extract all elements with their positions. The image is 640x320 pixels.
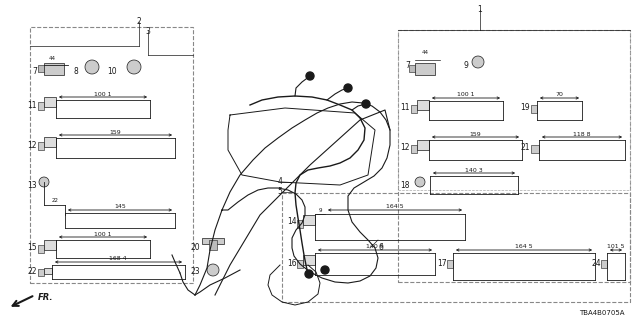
Bar: [417, 100, 429, 110]
Bar: [303, 255, 315, 265]
Bar: [38, 65, 44, 72]
Bar: [411, 145, 417, 153]
Text: 44: 44: [422, 51, 429, 55]
Text: 159: 159: [469, 132, 481, 137]
Text: 7: 7: [405, 60, 410, 69]
Text: 9: 9: [318, 209, 322, 213]
Text: 24: 24: [591, 259, 601, 268]
Text: 12: 12: [28, 140, 37, 149]
Text: 140 9: 140 9: [366, 244, 384, 250]
Bar: [297, 260, 303, 268]
Text: 118 8: 118 8: [573, 132, 591, 137]
Text: 3: 3: [145, 27, 150, 36]
Circle shape: [207, 264, 219, 276]
Text: 10: 10: [108, 67, 117, 76]
Circle shape: [415, 177, 425, 187]
Text: 22: 22: [28, 268, 37, 276]
Bar: [38, 269, 44, 276]
Text: 16: 16: [287, 259, 297, 268]
Text: 23: 23: [190, 268, 200, 276]
Text: 7: 7: [32, 67, 37, 76]
Text: 100 1: 100 1: [457, 92, 475, 97]
Text: 11: 11: [28, 100, 37, 109]
Text: 4: 4: [277, 178, 282, 187]
Bar: [398, 30, 630, 190]
Text: 70: 70: [555, 92, 563, 97]
Bar: [44, 268, 52, 274]
Text: 17: 17: [437, 259, 447, 268]
Text: 15: 15: [28, 244, 37, 252]
Bar: [411, 105, 417, 113]
Text: 14: 14: [287, 218, 297, 227]
Text: 13: 13: [28, 180, 37, 189]
Text: 100 1: 100 1: [94, 231, 112, 236]
Circle shape: [306, 72, 314, 80]
Text: 164 5: 164 5: [386, 204, 404, 209]
Text: 159: 159: [109, 130, 121, 134]
Text: 168 4: 168 4: [109, 257, 127, 261]
Bar: [415, 63, 435, 75]
Text: 8: 8: [73, 67, 78, 76]
Bar: [209, 240, 217, 250]
Bar: [297, 220, 303, 228]
Text: 100 1: 100 1: [94, 92, 112, 97]
Text: 140 3: 140 3: [465, 167, 483, 172]
Text: 11: 11: [401, 103, 410, 113]
Bar: [38, 245, 44, 253]
Bar: [601, 260, 607, 268]
Text: 44: 44: [49, 55, 56, 60]
Bar: [44, 240, 56, 250]
Circle shape: [344, 84, 352, 92]
Text: 101 5: 101 5: [607, 244, 625, 250]
Text: 9: 9: [463, 60, 468, 69]
Bar: [38, 142, 44, 150]
Text: 145: 145: [114, 204, 126, 210]
Bar: [30, 27, 193, 283]
Circle shape: [305, 270, 313, 278]
Text: 5: 5: [277, 188, 282, 196]
Text: 20: 20: [190, 244, 200, 252]
Circle shape: [85, 60, 99, 74]
Circle shape: [472, 56, 484, 68]
Bar: [447, 260, 453, 268]
Text: 1: 1: [477, 5, 483, 14]
Bar: [531, 145, 539, 153]
Text: 164 5: 164 5: [515, 244, 533, 250]
Text: 22: 22: [51, 197, 58, 203]
Bar: [531, 105, 537, 113]
Bar: [44, 137, 56, 147]
Circle shape: [362, 100, 370, 108]
Text: 12: 12: [401, 143, 410, 153]
Bar: [417, 140, 429, 150]
Bar: [44, 63, 64, 75]
Bar: [282, 193, 630, 302]
Text: FR.: FR.: [38, 293, 54, 302]
Text: 18: 18: [401, 180, 410, 189]
Text: 21: 21: [520, 143, 530, 153]
Bar: [409, 65, 415, 72]
Bar: [44, 97, 56, 107]
Bar: [303, 215, 315, 225]
Text: TBA4B0705A: TBA4B0705A: [579, 310, 625, 316]
Circle shape: [321, 266, 329, 274]
Circle shape: [127, 60, 141, 74]
Bar: [202, 238, 224, 244]
Circle shape: [39, 177, 49, 187]
Text: 2: 2: [136, 18, 141, 27]
Text: 19: 19: [520, 103, 530, 113]
Text: 6: 6: [379, 244, 383, 252]
Bar: [38, 102, 44, 110]
Bar: [398, 30, 630, 282]
